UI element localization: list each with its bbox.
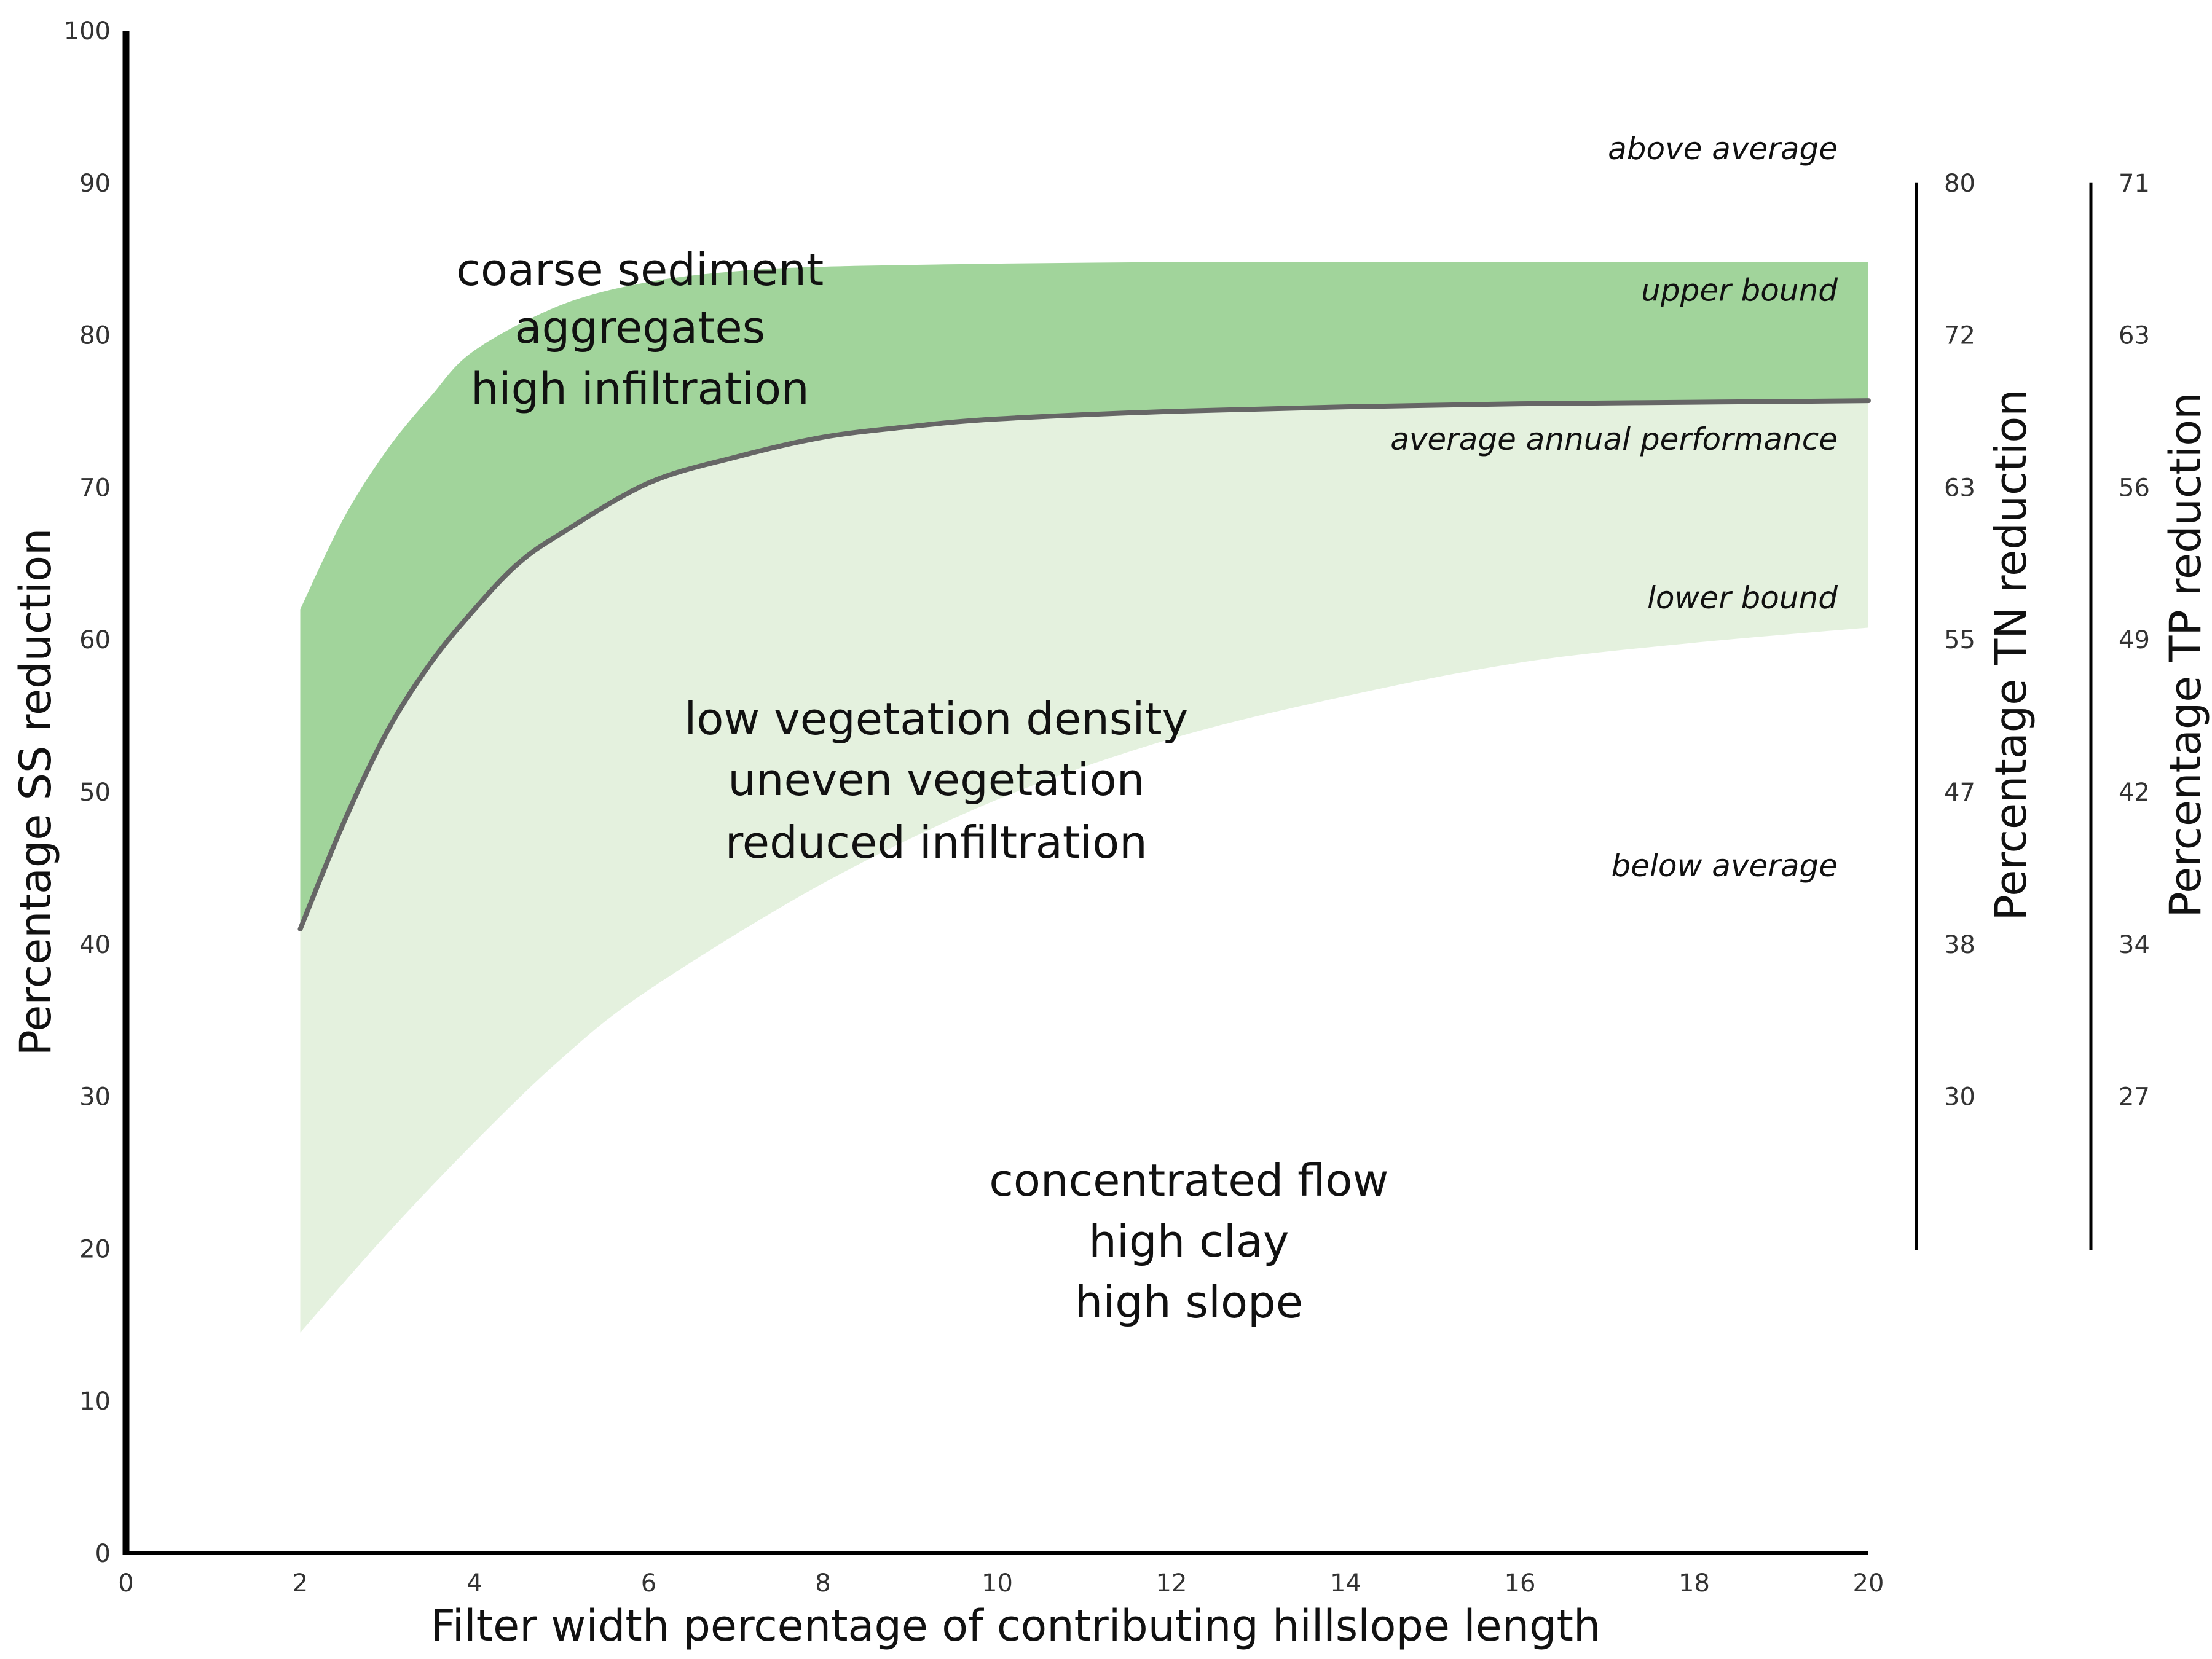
y-tick-label: 20 <box>79 1235 111 1263</box>
y-tick-label: 30 <box>79 1083 111 1112</box>
x-tick-label: 14 <box>1330 1569 1361 1598</box>
zone-label-line: high clay <box>1088 1215 1289 1267</box>
labels-layer: above average upper bound average annual p… <box>456 131 1838 1328</box>
y-tick-label: 70 <box>79 474 111 502</box>
y-tick-label: 60 <box>79 626 111 654</box>
upper-band-area <box>300 262 1868 930</box>
secondary-tick-label: 38 <box>1944 931 1975 959</box>
y-tick-label: 10 <box>79 1387 111 1416</box>
secondary-tick-label: 80 <box>1944 170 1975 198</box>
x-tick-label: 18 <box>1679 1569 1710 1598</box>
secondary-tick-label: 34 <box>2119 931 2150 959</box>
secondary-axis-title: Percentage TN reduction <box>1986 389 2036 920</box>
zone-label-line: concentrated flow <box>989 1155 1388 1206</box>
band-label-lower: lower bound <box>1647 580 1838 616</box>
axes-layer: 0 2 4 6 8 10 12 14 16 18 20 0 10 20 30 40 50 60 70 80 90 100 F… <box>10 17 2211 1651</box>
band-label-average: average annual performance <box>1390 422 1838 457</box>
y-tick-label: 40 <box>79 931 111 959</box>
x-tick-label: 0 <box>118 1569 133 1598</box>
x-tick-label: 2 <box>293 1569 308 1598</box>
secondary-tick-label: 55 <box>1944 626 1975 654</box>
x-tick-label: 10 <box>982 1569 1013 1598</box>
x-tick-label: 4 <box>466 1569 482 1598</box>
band-label-above: above average <box>1608 131 1838 167</box>
y-tick-label: 50 <box>79 779 111 807</box>
x-tick-label: 6 <box>641 1569 656 1598</box>
secondary-axis-title: Percentage TP reduction <box>2160 393 2211 918</box>
secondary-tick-label: 42 <box>2119 779 2150 807</box>
zone-label-line: uneven vegetation <box>728 754 1144 806</box>
y-tick-label: 100 <box>64 17 111 45</box>
secondary-tick-label: 63 <box>1944 474 1975 502</box>
secondary-tick-label: 47 <box>1944 779 1975 807</box>
zone-label-line: reduced infiltration <box>725 817 1147 868</box>
secondary-tick-label: 72 <box>1944 322 1975 350</box>
zone-label-line: aggregates <box>514 302 765 353</box>
zone-label-line: high slope <box>1075 1276 1303 1328</box>
y-tick-label: 80 <box>79 322 111 350</box>
lower-band-area <box>300 401 1868 1333</box>
y-tick-label: 90 <box>79 170 111 198</box>
y-tick-label: 0 <box>95 1540 111 1568</box>
x-axis-title: Filter width percentage of contributing … <box>431 1601 1601 1651</box>
zone-label-line: high infiltration <box>471 363 809 414</box>
secondary-tick-label: 71 <box>2119 170 2150 198</box>
secondary-tick-label: 63 <box>2119 322 2150 350</box>
secondary-tick-label: 30 <box>1944 1083 1975 1112</box>
secondary-tick-label: 27 <box>2119 1083 2150 1112</box>
y-axis-title: Percentage SS reduction <box>10 528 61 1056</box>
band-label-below: below average <box>1612 848 1838 884</box>
bands-layer <box>297 262 1871 1333</box>
x-tick-label: 16 <box>1505 1569 1536 1598</box>
x-tick-label: 12 <box>1156 1569 1187 1598</box>
zone-label-line: low vegetation density <box>684 693 1188 745</box>
secondary-tick-label: 49 <box>2119 626 2150 654</box>
x-tick-label: 8 <box>815 1569 830 1598</box>
secondary-tick-label: 56 <box>2119 474 2150 502</box>
x-tick-label: 20 <box>1853 1569 1884 1598</box>
band-label-upper: upper bound <box>1641 272 1838 308</box>
zone-label-line: coarse sediment <box>456 244 824 296</box>
average-performance-line <box>297 398 1871 932</box>
